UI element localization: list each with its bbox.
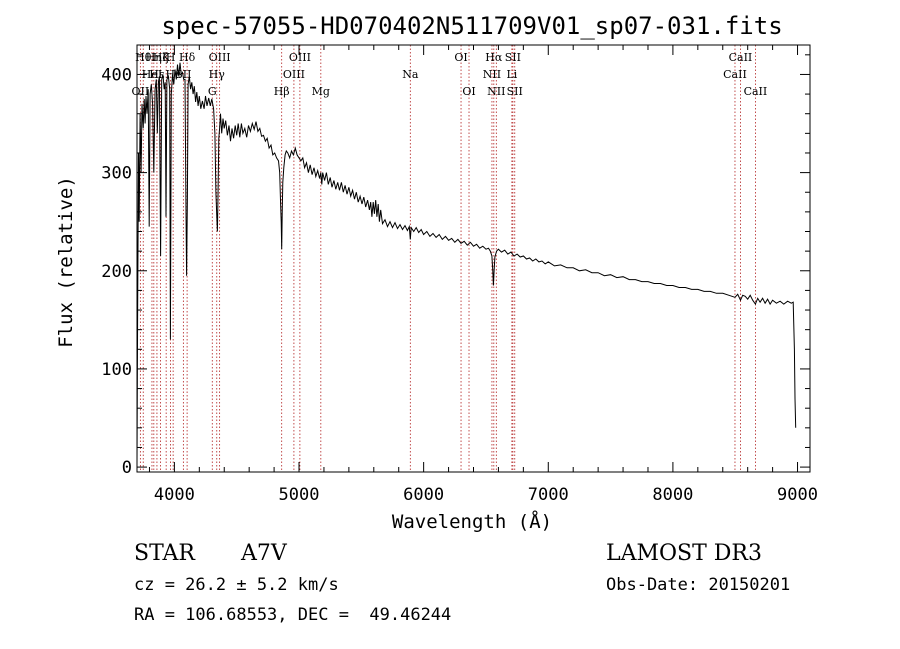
- line-marker-label: CaII: [744, 85, 768, 98]
- line-marker-label: G: [208, 85, 217, 98]
- line-marker-label: OI: [462, 85, 475, 98]
- y-tick-label: 0: [122, 458, 132, 478]
- redshift-text: cz = 26.2 ± 5.2 km/s: [134, 575, 339, 595]
- line-marker-label: Hβ: [274, 85, 290, 98]
- y-axis-label: Flux (relative): [55, 176, 77, 348]
- x-tick-label: 6000: [403, 485, 444, 505]
- y-tick-label: 200: [101, 262, 132, 282]
- line-marker-label: Li: [506, 68, 517, 81]
- line-marker-label: Hζ: [153, 51, 169, 64]
- line-marker-label: OIII: [283, 68, 305, 81]
- line-markers: [139, 45, 756, 472]
- line-marker-label: H: [166, 51, 176, 64]
- line-marker-label: Mg: [312, 85, 330, 98]
- coordinates: RA = 106.68553, DEC = 49.46244: [134, 605, 451, 625]
- line-marker-label: OIII: [289, 51, 311, 64]
- y-tick-label: 100: [101, 360, 132, 380]
- x-axis-ticks: 4000 5000 6000 7000 8000 9000: [148, 45, 818, 505]
- line-marker-label: SII: [507, 85, 523, 98]
- x-tick-label: 4000: [154, 485, 195, 505]
- y-tick-label: 300: [101, 164, 132, 184]
- line-marker-label: OII: [132, 85, 150, 98]
- line-marker-label: SII: [505, 51, 521, 64]
- line-marker-label: OIII: [209, 51, 231, 64]
- line-marker-label: CaII: [729, 51, 753, 64]
- obs-date: Obs-Date: 20150201: [606, 575, 790, 595]
- line-marker-label: HeI: [142, 68, 162, 81]
- x-tick-label: 7000: [528, 485, 569, 505]
- line-marker-label: Hδ: [179, 51, 196, 64]
- line-marker-label: Hα: [485, 51, 503, 64]
- x-tick-label: 9000: [777, 485, 818, 505]
- spectral-subclass: A7V: [240, 541, 288, 566]
- line-marker-label: Hε: [149, 68, 165, 81]
- line-marker-label: CaII: [723, 68, 747, 81]
- x-tick-label: 5000: [279, 485, 320, 505]
- line-marker-label: Hγ: [209, 68, 226, 81]
- chart-title: spec-57055-HD070402N511709V01_sp07-031.f…: [161, 12, 782, 40]
- object-type: STAR: [134, 541, 196, 566]
- spectrum-line: [136, 62, 797, 465]
- y-axis-ticks: 0 100 200 300 400: [101, 54, 810, 478]
- line-marker-label: K: [162, 51, 171, 64]
- plot-frame: [136, 44, 811, 473]
- line-marker-label: Hη: [146, 51, 162, 64]
- line-marker-label: NII: [487, 85, 505, 98]
- line-marker-label: NII: [483, 68, 501, 81]
- line-marker-label: OI: [454, 51, 467, 64]
- x-axis-label: Wavelength (Å): [392, 510, 552, 533]
- line-marker-label: Hθ: [135, 51, 152, 64]
- y-tick-label: 400: [101, 65, 132, 85]
- line-marker-label: Na: [402, 68, 419, 81]
- survey-name: LAMOST DR3: [606, 541, 762, 566]
- x-tick-label: 8000: [652, 485, 693, 505]
